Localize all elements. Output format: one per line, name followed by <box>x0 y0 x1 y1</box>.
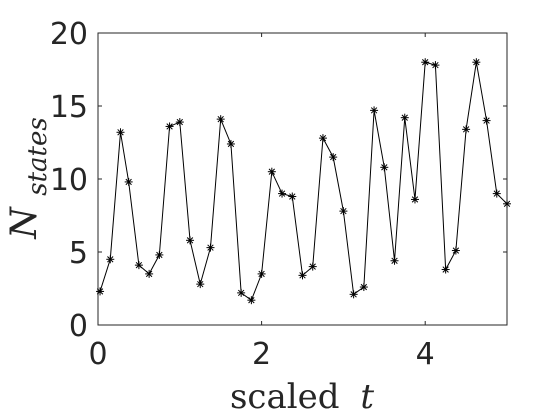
y-axis-title-sub: states <box>23 117 53 195</box>
y-tick-label: 10 <box>50 163 88 198</box>
data-point <box>124 177 133 186</box>
data-point <box>206 243 215 252</box>
data-point <box>165 122 174 131</box>
data-point <box>247 296 256 305</box>
y-axis-title-base: N <box>4 206 45 240</box>
data-point <box>216 115 225 124</box>
x-tick-label: 2 <box>252 337 271 372</box>
data-point <box>308 262 317 271</box>
data-point <box>492 189 501 198</box>
data-point <box>370 106 379 115</box>
x-axis-title: scaled t <box>230 377 374 417</box>
y-tick-label: 15 <box>50 90 88 125</box>
data-point <box>472 58 481 67</box>
data-point <box>96 287 105 296</box>
y-tick-label: 5 <box>69 236 88 271</box>
x-axis-title-text: scaled <box>230 377 340 417</box>
data-point <box>339 207 348 216</box>
data-point <box>482 116 491 125</box>
data-point <box>318 134 327 143</box>
x-tick-label: 0 <box>88 337 107 372</box>
plot-frame <box>97 32 508 326</box>
plot-area <box>97 32 508 326</box>
data-point <box>462 125 471 134</box>
data-point <box>134 261 143 270</box>
y-axis-title: N states <box>4 117 53 239</box>
data-point <box>196 280 205 289</box>
data-point <box>441 265 450 274</box>
data-point <box>278 189 287 198</box>
data-point <box>145 269 154 278</box>
data-point <box>400 113 409 122</box>
data-point <box>226 139 235 148</box>
data-point <box>175 118 184 127</box>
y-tick-label: 20 <box>50 17 88 52</box>
data-point <box>380 163 389 172</box>
data-point <box>186 236 195 245</box>
x-axis-title-var: t <box>360 377 374 417</box>
data-point <box>390 256 399 265</box>
data-series <box>96 58 511 305</box>
data-point <box>116 128 125 137</box>
data-point <box>503 199 511 208</box>
data-point <box>267 167 276 176</box>
data-point <box>155 250 164 259</box>
data-point <box>451 246 460 255</box>
axes: 0 2 4 0 5 10 15 20 <box>50 17 507 372</box>
data-point <box>237 288 246 297</box>
data-point <box>359 283 368 292</box>
data-point <box>288 192 297 201</box>
data-point <box>257 269 266 278</box>
x-tick-label: 4 <box>416 337 435 372</box>
data-point <box>106 255 115 264</box>
data-point <box>431 61 440 70</box>
data-point <box>421 58 430 67</box>
y-tick-label: 0 <box>69 309 88 344</box>
data-point <box>329 153 338 162</box>
data-point <box>410 195 419 204</box>
data-point <box>298 271 307 280</box>
data-point <box>349 290 358 299</box>
